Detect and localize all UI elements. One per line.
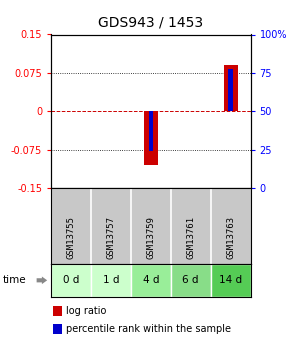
Bar [51,264,91,297]
Text: percentile rank within the sample: percentile rank within the sample [66,324,231,334]
Text: time: time [3,275,27,285]
Text: GDS943 / 1453: GDS943 / 1453 [98,15,203,29]
Bar [171,264,211,297]
Text: GSM13759: GSM13759 [146,216,155,259]
Bar [144,111,158,165]
Text: GSM13755: GSM13755 [67,216,76,259]
Text: log ratio: log ratio [66,306,107,316]
Bar [211,264,251,297]
Text: GSM13763: GSM13763 [226,216,235,259]
Text: 6 d: 6 d [183,275,199,285]
Bar [53,306,62,316]
Text: 4 d: 4 d [143,275,159,285]
Bar [91,264,131,297]
Bar [53,324,62,334]
Text: 14 d: 14 d [219,275,242,285]
Bar [149,111,153,151]
Text: GSM13757: GSM13757 [107,216,115,259]
Text: GSM13761: GSM13761 [186,216,195,259]
Text: 1 d: 1 d [103,275,119,285]
Text: 0 d: 0 d [63,275,79,285]
Bar [224,65,238,111]
Bar [228,69,233,111]
Bar [131,264,171,297]
